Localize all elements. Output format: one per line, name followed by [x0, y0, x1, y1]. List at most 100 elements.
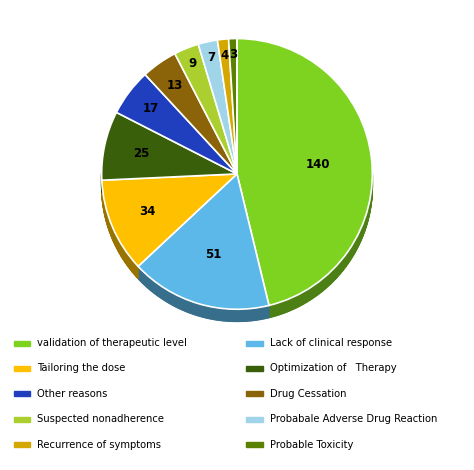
Polygon shape: [314, 284, 315, 297]
Polygon shape: [173, 293, 174, 306]
Polygon shape: [154, 281, 155, 294]
Polygon shape: [307, 289, 308, 302]
Polygon shape: [198, 304, 200, 316]
Polygon shape: [276, 303, 277, 316]
Polygon shape: [158, 284, 159, 297]
Polygon shape: [355, 240, 356, 253]
Polygon shape: [334, 267, 335, 281]
Polygon shape: [287, 299, 288, 312]
Polygon shape: [239, 309, 241, 321]
Polygon shape: [217, 308, 218, 320]
Polygon shape: [269, 305, 270, 318]
Polygon shape: [116, 235, 117, 248]
Polygon shape: [270, 305, 271, 317]
Polygon shape: [181, 297, 182, 310]
Polygon shape: [316, 283, 317, 296]
Polygon shape: [134, 262, 135, 275]
Polygon shape: [119, 241, 120, 254]
Wedge shape: [218, 39, 237, 174]
Polygon shape: [188, 300, 189, 313]
Polygon shape: [318, 282, 319, 295]
Polygon shape: [235, 309, 236, 321]
Polygon shape: [323, 278, 324, 291]
Wedge shape: [101, 112, 237, 180]
Polygon shape: [296, 295, 297, 308]
Polygon shape: [257, 307, 258, 320]
Polygon shape: [339, 262, 340, 275]
Polygon shape: [261, 307, 262, 319]
Polygon shape: [204, 305, 205, 318]
Polygon shape: [310, 287, 311, 300]
Polygon shape: [302, 292, 303, 305]
Polygon shape: [170, 291, 171, 304]
Polygon shape: [340, 260, 341, 274]
Bar: [14, 442, 30, 447]
Polygon shape: [162, 286, 163, 299]
Polygon shape: [352, 244, 353, 257]
Polygon shape: [344, 256, 345, 269]
Bar: [14, 392, 30, 396]
Polygon shape: [202, 305, 203, 317]
Polygon shape: [131, 258, 132, 271]
Polygon shape: [349, 249, 350, 262]
Polygon shape: [250, 308, 251, 321]
Polygon shape: [357, 235, 358, 248]
Wedge shape: [198, 40, 237, 174]
Polygon shape: [224, 309, 225, 321]
Polygon shape: [311, 286, 312, 299]
Text: Drug Cessation: Drug Cessation: [270, 389, 346, 399]
Text: Probabale Adverse Drug Reaction: Probabale Adverse Drug Reaction: [270, 414, 437, 424]
Polygon shape: [232, 309, 234, 321]
Polygon shape: [359, 231, 360, 244]
Polygon shape: [263, 306, 264, 319]
Polygon shape: [315, 284, 316, 297]
Polygon shape: [147, 275, 148, 289]
Wedge shape: [138, 174, 269, 309]
Polygon shape: [348, 250, 349, 263]
Polygon shape: [341, 259, 342, 273]
Polygon shape: [347, 252, 348, 265]
Polygon shape: [335, 266, 336, 280]
Polygon shape: [321, 279, 322, 292]
Polygon shape: [237, 309, 238, 321]
Text: Suspected nonadherence: Suspected nonadherence: [37, 414, 164, 424]
Polygon shape: [151, 279, 152, 291]
Polygon shape: [333, 268, 334, 281]
Polygon shape: [223, 308, 224, 321]
Polygon shape: [289, 298, 291, 311]
Polygon shape: [160, 285, 161, 298]
Polygon shape: [251, 308, 253, 321]
Polygon shape: [306, 290, 307, 302]
Polygon shape: [115, 233, 116, 246]
Polygon shape: [122, 245, 123, 258]
Polygon shape: [123, 247, 124, 260]
Text: Optimization of   Therapy: Optimization of Therapy: [270, 363, 396, 374]
Polygon shape: [142, 271, 143, 283]
Polygon shape: [186, 299, 187, 312]
Polygon shape: [236, 309, 237, 321]
Polygon shape: [189, 300, 191, 313]
Text: Recurrence of symptoms: Recurrence of symptoms: [37, 439, 161, 450]
Polygon shape: [184, 298, 185, 311]
Polygon shape: [124, 248, 125, 261]
Polygon shape: [127, 252, 128, 266]
Text: 34: 34: [139, 205, 155, 218]
Polygon shape: [227, 309, 228, 321]
Polygon shape: [179, 297, 181, 309]
Polygon shape: [329, 273, 330, 285]
Polygon shape: [164, 288, 166, 301]
Wedge shape: [102, 174, 237, 266]
Polygon shape: [118, 239, 119, 252]
Polygon shape: [351, 246, 352, 259]
Text: Lack of clinical response: Lack of clinical response: [270, 338, 392, 348]
Polygon shape: [336, 266, 337, 279]
Text: 3: 3: [229, 48, 237, 62]
Polygon shape: [241, 309, 242, 321]
Text: 25: 25: [134, 147, 150, 160]
Polygon shape: [206, 306, 208, 318]
Polygon shape: [286, 300, 287, 312]
Polygon shape: [253, 308, 254, 321]
Polygon shape: [130, 257, 131, 270]
Polygon shape: [178, 296, 179, 308]
Wedge shape: [237, 39, 373, 306]
